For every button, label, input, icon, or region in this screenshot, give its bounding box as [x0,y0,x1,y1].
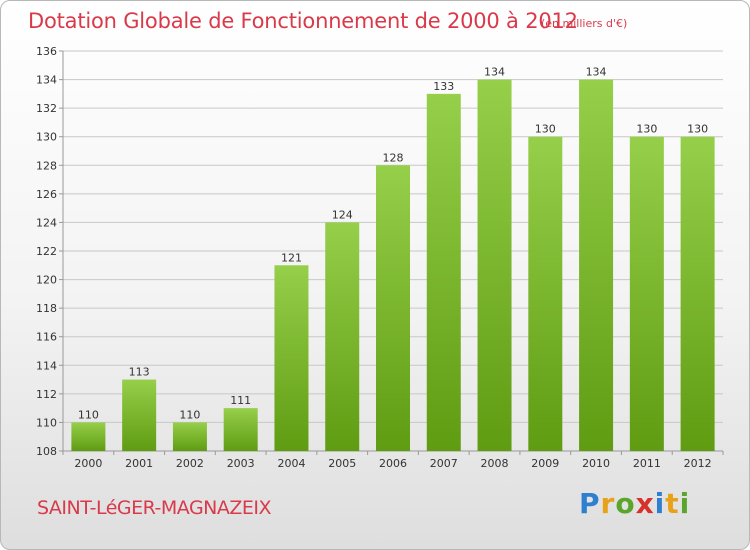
bar [71,422,106,451]
y-tick-label: 124 [36,216,57,229]
logo-letter: i [654,487,666,520]
logo-letter: i [679,487,691,520]
data-label: 121 [281,251,302,264]
y-tick-label: 128 [36,159,57,172]
y-tick-label: 114 [36,359,57,372]
data-label: 110 [78,408,99,421]
x-tick-label: 2002 [176,457,204,470]
data-label: 111 [230,394,251,407]
data-labels: 110 113 110 111 121 124 128 133 134 130 134 130 130 [78,66,708,422]
y-tick-label: 116 [36,331,57,344]
x-tick-label: 2008 [481,457,509,470]
data-label: 130 [636,123,657,136]
y-tick-label: 134 [36,74,57,87]
x-tick-label: 2010 [582,457,610,470]
bar [325,222,360,451]
y-tick-label: 130 [36,131,57,144]
x-tick-label: 2006 [379,457,407,470]
logo-letter: r [600,487,616,520]
bar [172,422,207,451]
y-tick-label: 122 [36,245,57,258]
data-label: 128 [383,151,404,164]
commune-name: SAINT-LéGER-MAGNAZEIX [37,497,272,519]
data-label: 134 [484,66,505,79]
x-tick-label: 2005 [328,457,356,470]
x-tick-label: 2004 [277,457,305,470]
logo-letter: t [665,487,680,520]
y-tick-label: 136 [36,45,57,58]
y-tick-label: 120 [36,274,57,287]
bar [579,79,614,452]
x-tick-label: 2000 [74,457,102,470]
bar [477,79,512,452]
data-label: 124 [332,208,353,221]
data-label: 113 [129,366,150,379]
y-tick-label: 118 [36,302,57,315]
x-tick-label: 2012 [684,457,712,470]
bar [223,408,258,451]
data-label: 134 [586,66,607,79]
logo-letter: o [615,487,636,520]
bar [376,165,410,452]
x-tick-label: 2011 [633,457,661,470]
y-tick-label: 112 [36,388,57,401]
proxiti-logo: Proxiti [579,487,690,520]
logo-letter: x [635,487,655,520]
bar [122,379,157,451]
chart-subtitle: (en milliers d'€) [541,17,628,30]
y-tick-label: 132 [36,102,57,115]
y-tick-label: 108 [36,445,57,458]
x-tick-label: 2007 [430,457,458,470]
bar [426,93,461,451]
bar [680,136,715,451]
bar [629,136,664,451]
logo-letter: P [579,487,601,520]
bar [274,265,309,451]
y-tick-label: 126 [36,188,57,201]
data-label: 110 [179,408,200,421]
data-label: 130 [535,123,556,136]
chart-title: Dotation Globale de Fonctionnement de 20… [28,9,578,33]
data-label: 133 [433,80,454,93]
x-tick-label: 2003 [227,457,255,470]
bars [71,79,715,452]
data-label: 130 [687,123,708,136]
x-tick-label: 2001 [125,457,153,470]
x-tick-label: 2009 [531,457,559,470]
bar [528,136,563,451]
y-tick-label: 110 [36,416,57,429]
